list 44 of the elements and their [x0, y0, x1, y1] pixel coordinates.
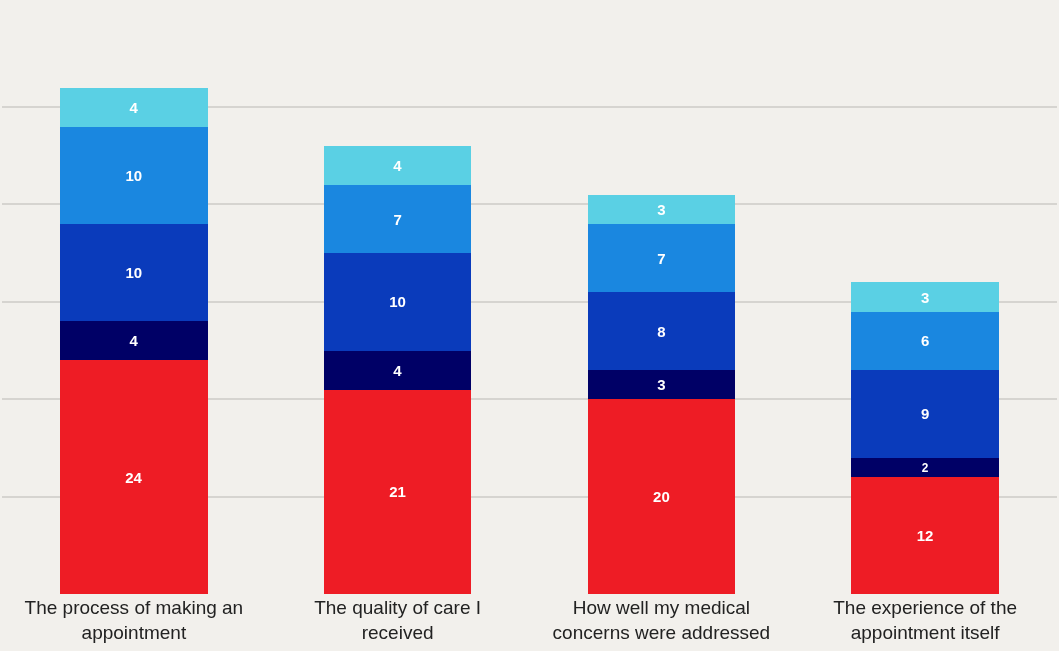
data-label: 2	[921, 460, 929, 475]
bar	[587, 194, 736, 224]
data-label: 10	[125, 264, 143, 282]
data-label: 3	[657, 376, 666, 394]
bar	[851, 282, 999, 312]
data-label: 20	[653, 488, 670, 506]
x-tick-label: How well my medical concerns were addressed	[552, 597, 771, 643]
bar	[587, 399, 736, 594]
data-label: 10	[125, 166, 143, 184]
bar	[60, 321, 208, 361]
bar	[587, 223, 736, 293]
bar	[851, 477, 999, 594]
data-label: 9	[920, 405, 930, 423]
data-label: 8	[657, 322, 666, 340]
data-label: 4	[129, 332, 139, 350]
data-label: 7	[657, 249, 666, 267]
bar	[60, 223, 208, 322]
bar	[323, 185, 472, 254]
bar	[587, 292, 736, 371]
x-tick-label: The quality of care I received	[314, 597, 482, 643]
data-label: 3	[920, 288, 930, 306]
bar	[60, 87, 208, 127]
data-label: 4	[129, 98, 139, 116]
bar	[60, 126, 208, 224]
bar	[851, 370, 999, 458]
bar	[851, 311, 999, 371]
data-label: 4	[393, 361, 403, 379]
bar	[323, 253, 472, 351]
bar	[851, 457, 999, 478]
data-label: 24	[125, 468, 143, 486]
bar	[323, 389, 472, 594]
data-label: 3	[657, 200, 666, 218]
data-label: 10	[389, 293, 406, 311]
bar	[323, 350, 472, 390]
data-label: 12	[916, 527, 934, 545]
data-label: 7	[393, 210, 402, 228]
data-label: 4	[393, 157, 403, 175]
bar	[60, 360, 208, 594]
bar	[587, 370, 736, 400]
x-tick-label: The process of making an appointment	[24, 597, 244, 643]
x-tick-label: The experience of the appointment itself	[833, 597, 1018, 643]
bar	[323, 146, 472, 186]
data-label: 21	[389, 483, 406, 501]
data-label: 6	[920, 332, 930, 350]
